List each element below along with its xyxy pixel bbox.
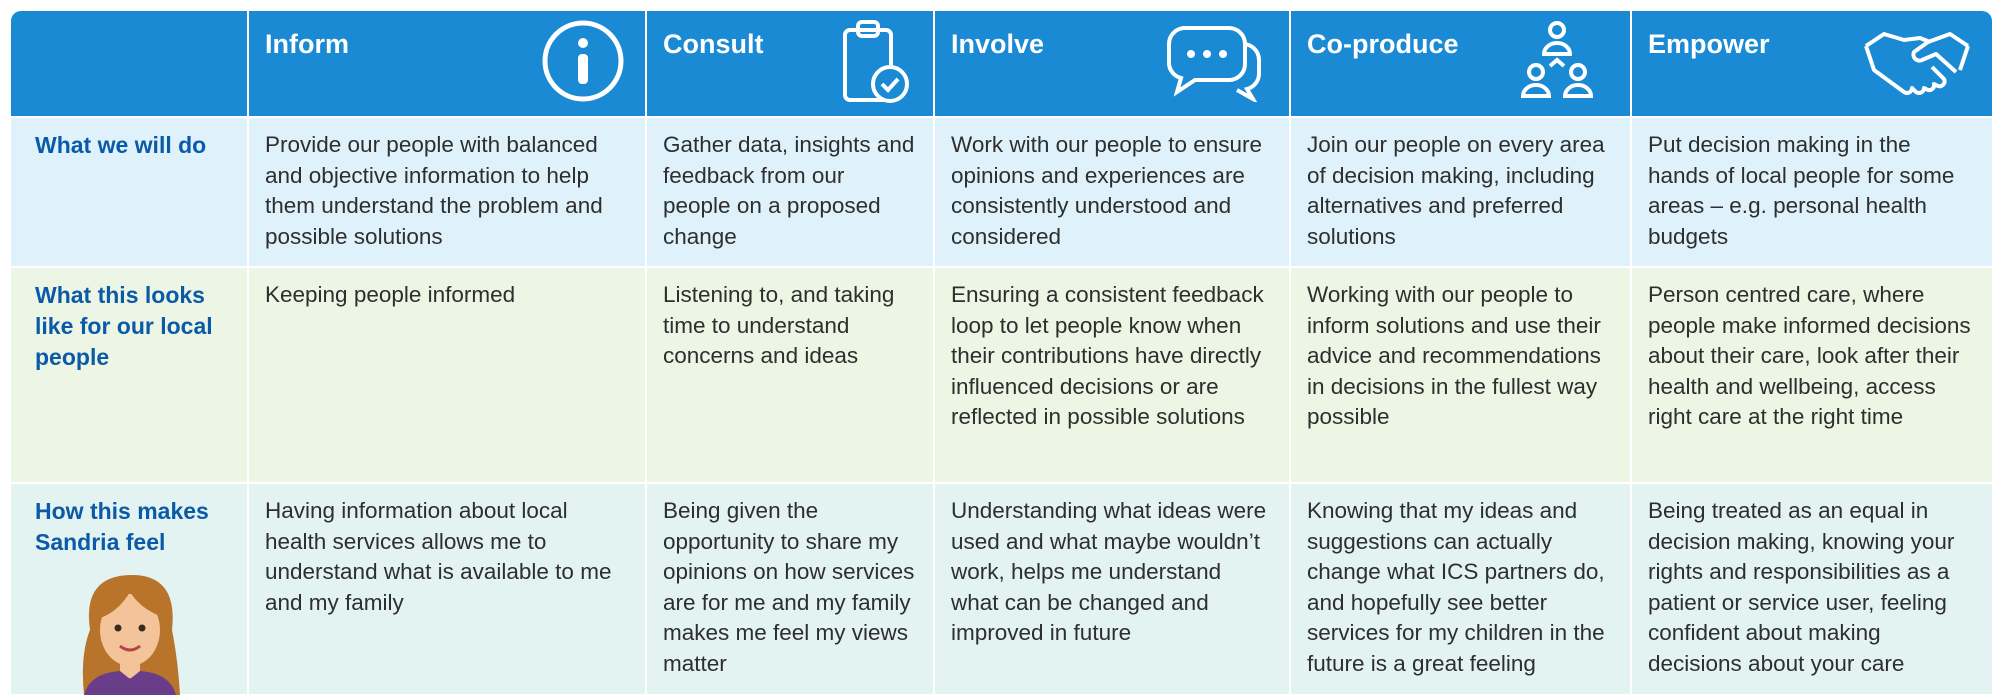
handshake-icon — [1864, 32, 1970, 95]
table-cell: Join our people on every area of decisio… — [1291, 118, 1630, 266]
table-cell: Keeping people informed — [249, 268, 645, 482]
table-cell: Being given the opportunity to share my … — [647, 484, 933, 694]
table-cell: Listening to, and taking time to underst… — [647, 268, 933, 482]
table-cell: Knowing that my ideas and suggestions ca… — [1291, 484, 1630, 694]
table-cell: Put decision making in the hands of loca… — [1632, 118, 1992, 266]
column-header: Empower — [1632, 11, 1992, 116]
speech-icon — [1167, 26, 1261, 102]
row-label: What this looks like for our local peopl… — [11, 268, 247, 482]
row-label: What we will do — [11, 118, 247, 266]
table-cell: Person centred care, where people make i… — [1632, 268, 1992, 482]
people-icon — [1520, 21, 1594, 98]
header-corner — [11, 11, 247, 116]
table-cell: Work with our people to ensure opinions … — [935, 118, 1289, 266]
table-cell: Understanding what ideas were used and w… — [935, 484, 1289, 694]
table-cell: Provide our people with balanced and obj… — [249, 118, 645, 266]
column-header: Co-produce — [1291, 11, 1630, 116]
info-icon — [542, 20, 624, 102]
table-cell: Being treated as an equal in decision ma… — [1632, 484, 1992, 694]
table-cell: Having information about local health se… — [249, 484, 645, 694]
clipboard-icon — [843, 20, 909, 103]
table-cell: Gather data, insights and feedback from … — [647, 118, 933, 266]
sandria-avatar — [82, 575, 180, 695]
table-cell: Ensuring a consistent feedback loop to l… — [935, 268, 1289, 482]
table-cell: Working with our people to inform soluti… — [1291, 268, 1630, 482]
